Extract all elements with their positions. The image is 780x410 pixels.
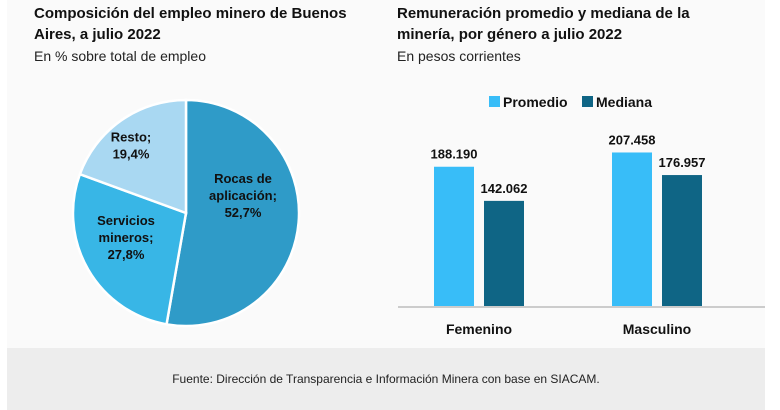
- bar-chart-subtitle: En pesos corrientes: [397, 48, 521, 64]
- legend-label-promedio: Promedio: [503, 94, 568, 110]
- pie-chart-title: Composición del empleo minero de Buenos …: [34, 3, 347, 45]
- legend-swatch-promedio: [489, 96, 500, 107]
- pie-label-servicios-mineros: Servicios mineros; 27,8%: [97, 213, 155, 262]
- bar-title-line-1: Remuneración promedio y mediana de la: [397, 5, 690, 22]
- pie-slice-resto: [78, 98, 188, 215]
- pie-slice-rocas-de-aplicacion: [165, 98, 301, 328]
- x-tick-label-femenino: Femenino: [446, 321, 512, 337]
- bar-femenino-promedio: [434, 166, 474, 306]
- pie-slice-servicios-mineros: [71, 172, 188, 326]
- pie-category-label: aplicación;: [209, 188, 277, 203]
- legend-swatch-mediana: [582, 96, 593, 107]
- pie-chart: Rocas de aplicación; 52,7% Servicios mineros…: [71, 98, 301, 328]
- bar-title-line-2: minería, por género a julio 2022: [397, 26, 623, 43]
- legend-label-mediana: Mediana: [596, 94, 652, 110]
- pie-title-line-2: Aires, a julio 2022: [34, 26, 161, 43]
- pie-value-label: 19,4%: [113, 147, 150, 162]
- bar-masculino-promedio: [612, 152, 652, 306]
- bar-value-label-masculino-mediana: 176.957: [659, 155, 706, 170]
- pie-category-label: Servicios: [97, 213, 155, 228]
- bar-chart-title: Remuneración promedio y mediana de la mi…: [397, 3, 690, 45]
- bar-value-label-masculino-promedio: 207.458: [609, 132, 656, 147]
- bar-value-label-femenino-mediana: 142.062: [481, 181, 528, 196]
- pie-category-label: Rocas de: [214, 171, 272, 186]
- pie-category-label: mineros;: [99, 230, 154, 245]
- pie-chart-subtitle: En % sobre total de empleo: [34, 48, 206, 64]
- bar-masculino-mediana: [662, 175, 702, 306]
- pie-value-label: 27,8%: [108, 247, 145, 262]
- pie-category-label: Resto;: [111, 130, 151, 145]
- bar-femenino-mediana: [484, 200, 524, 306]
- source-note: Fuente: Dirección de Transparencia e Inf…: [172, 372, 600, 386]
- pie-label-resto: Resto; 19,4%: [111, 130, 151, 162]
- bar-value-label-femenino-promedio: 188.190: [431, 147, 478, 162]
- pie-label-rocas-de-aplicacion: Rocas de aplicación; 52,7%: [209, 171, 277, 220]
- pie-value-label: 52,7%: [225, 205, 262, 220]
- pie-title-line-1: Composición del empleo minero de Buenos: [34, 5, 347, 22]
- footer: Fuente: Dirección de Transparencia e Inf…: [7, 348, 765, 410]
- x-tick-label-masculino: Masculino: [623, 321, 691, 337]
- bar-chart: Promedio Mediana 188.190 142.062 Femenino 207…: [398, 94, 765, 337]
